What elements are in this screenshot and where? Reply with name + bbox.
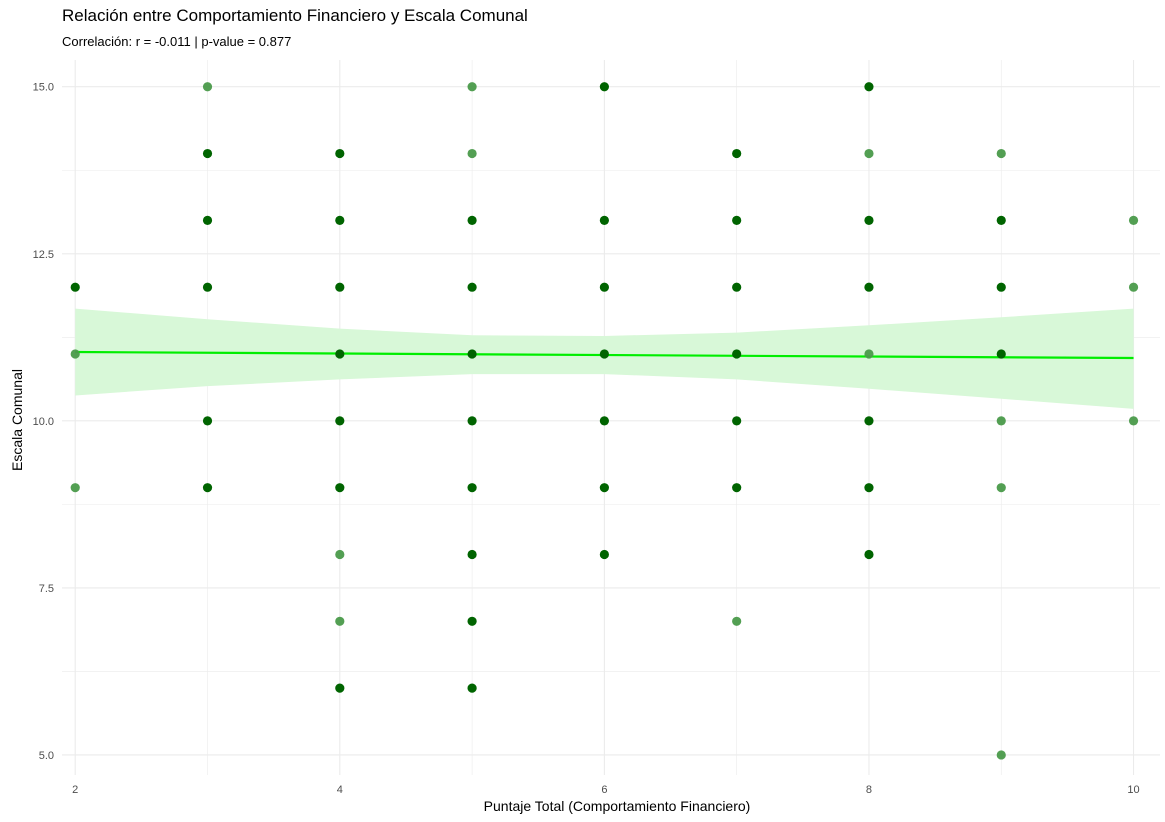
data-point (864, 549, 874, 560)
data-point (732, 483, 742, 493)
data-point (864, 483, 874, 493)
data-point (467, 282, 477, 292)
data-point (599, 349, 609, 359)
data-point (467, 483, 477, 493)
data-point (202, 416, 213, 426)
data-point (467, 148, 477, 159)
y-tick-label: 7.5 (39, 583, 54, 595)
data-point (1128, 282, 1139, 292)
data-point (70, 483, 80, 493)
data-point (732, 148, 742, 159)
data-point (732, 416, 742, 426)
data-point (996, 483, 1006, 493)
data-point (1128, 416, 1139, 426)
data-point (202, 215, 213, 225)
data-point (335, 549, 345, 560)
data-point (864, 148, 874, 159)
data-point (467, 82, 477, 92)
x-tick-label: 10 (1127, 784, 1139, 796)
data-point (864, 215, 874, 225)
data-point (335, 349, 345, 359)
data-point (996, 282, 1006, 292)
y-tick-label: 10.0 (33, 416, 54, 428)
data-point (335, 416, 345, 426)
data-point (599, 282, 609, 292)
data-point (864, 282, 874, 292)
tick-labels: 2 4 6 8 10 5.0 7.5 10.0 12.5 15.0 (33, 82, 1140, 796)
chart-title: Relación entre Comportamiento Financiero… (62, 6, 528, 25)
confidence-band (75, 308, 1134, 409)
data-point (732, 215, 742, 225)
data-point (467, 683, 477, 693)
data-point (599, 416, 609, 426)
data-point (732, 282, 742, 292)
x-tick-label: 4 (337, 784, 343, 796)
data-point (996, 148, 1006, 159)
data-point (864, 82, 874, 92)
x-tick-label: 6 (601, 784, 607, 796)
data-point (467, 215, 477, 225)
grid (62, 60, 1160, 775)
data-point (202, 282, 213, 292)
data-point (996, 349, 1006, 359)
data-point (467, 549, 477, 560)
y-axis-title: Escala Comunal (9, 369, 25, 471)
y-tick-label: 5.0 (39, 750, 54, 762)
data-point (996, 750, 1006, 760)
data-point (467, 349, 477, 359)
data-point (599, 82, 609, 92)
data-point (335, 483, 345, 493)
data-point (467, 416, 477, 426)
data-point (202, 148, 213, 159)
data-point (996, 416, 1006, 426)
data-point (70, 349, 80, 359)
y-tick-label: 12.5 (33, 249, 54, 261)
data-point (599, 215, 609, 225)
x-tick-label: 8 (866, 784, 872, 796)
data-point (732, 349, 742, 359)
data-point (335, 616, 345, 626)
data-point (732, 616, 742, 626)
x-axis-title: Puntaje Total (Comportamiento Financiero… (484, 798, 751, 814)
chart-subtitle: Correlación: r = -0.011 | p-value = 0.87… (62, 34, 292, 49)
x-tick-label: 2 (72, 784, 78, 796)
data-point (335, 282, 345, 292)
data-point (864, 349, 874, 359)
y-tick-label: 15.0 (33, 82, 54, 94)
confidence-band-layer (75, 308, 1134, 409)
data-point (467, 616, 477, 626)
data-point (202, 483, 213, 493)
data-point (599, 549, 609, 560)
data-point (70, 282, 80, 292)
data-point (202, 82, 213, 92)
data-point (335, 148, 345, 159)
data-point (996, 215, 1006, 225)
data-point (335, 683, 345, 693)
points-layer (70, 82, 1139, 760)
data-point (599, 483, 609, 493)
data-point (1128, 215, 1139, 225)
data-point (864, 416, 874, 426)
data-point (335, 215, 345, 225)
